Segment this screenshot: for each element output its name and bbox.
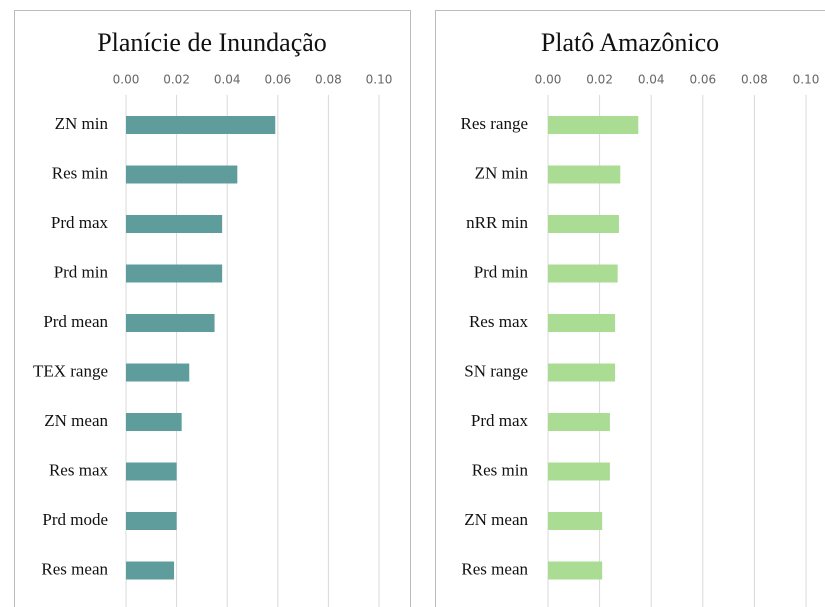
chart-title: Planície de Inundação (97, 28, 327, 57)
y-tick-label: Prd min (474, 262, 529, 281)
bar (548, 314, 616, 332)
y-tick-label: ZN mean (44, 411, 108, 430)
x-tick-label: 0.06 (689, 73, 716, 87)
y-tick-label: Res max (469, 312, 529, 331)
x-tick-label: 0.02 (586, 73, 613, 87)
bar (548, 561, 603, 580)
bar (548, 462, 610, 481)
x-tick-label: 0.08 (315, 73, 342, 87)
bar (548, 413, 610, 431)
chart-title: Platô Amazônico (541, 28, 719, 57)
y-tick-label: Res range (460, 114, 528, 133)
bar (126, 116, 276, 134)
bar (126, 462, 177, 481)
y-tick-label: Prd mode (42, 510, 108, 529)
bar (126, 264, 223, 283)
bar (126, 512, 177, 530)
bar (126, 314, 215, 332)
y-tick-label: Res min (52, 163, 109, 182)
y-tick-label: Prd min (54, 262, 109, 281)
x-tick-label: 0.08 (741, 73, 768, 87)
y-tick-label: Prd max (471, 411, 529, 430)
bar (126, 215, 223, 233)
bar (126, 363, 190, 382)
bar (548, 165, 621, 184)
y-tick-label: SN range (464, 361, 528, 380)
y-tick-label: Res mean (461, 559, 528, 578)
y-tick-label: Res min (472, 460, 529, 479)
y-tick-label: Res mean (41, 559, 108, 578)
bar (548, 264, 618, 283)
x-tick-label: 0.06 (264, 73, 291, 87)
panel-border (435, 10, 825, 607)
y-tick-label: nRR min (466, 213, 528, 232)
y-tick-label: ZN mean (464, 510, 528, 529)
y-tick-label: Prd max (51, 213, 109, 232)
x-tick-label: 0.10 (793, 73, 820, 87)
y-tick-label: Res max (49, 460, 109, 479)
x-tick-label: 0.00 (535, 73, 562, 87)
bar (126, 561, 175, 580)
x-tick-label: 0.04 (638, 73, 665, 87)
y-tick-label: Prd mean (43, 312, 108, 331)
bar (126, 413, 182, 431)
x-tick-label: 0.10 (366, 73, 393, 87)
y-tick-label: ZN min (55, 114, 109, 133)
x-tick-label: 0.04 (214, 73, 241, 87)
bar (548, 116, 639, 134)
y-tick-label: TEX range (33, 361, 108, 380)
bar (548, 215, 619, 233)
bar (126, 165, 238, 184)
y-tick-label: ZN min (475, 163, 529, 182)
bar (548, 363, 616, 382)
x-tick-label: 0.00 (113, 73, 140, 87)
panel-border (14, 10, 411, 607)
bar (548, 512, 603, 530)
x-tick-label: 0.02 (163, 73, 190, 87)
